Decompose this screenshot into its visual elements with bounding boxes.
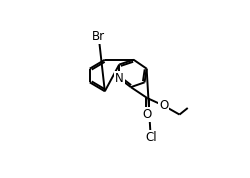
Text: N: N <box>115 72 124 85</box>
Text: O: O <box>143 108 152 121</box>
Text: O: O <box>159 99 168 112</box>
Text: Br: Br <box>92 30 105 43</box>
Text: Cl: Cl <box>145 131 156 144</box>
